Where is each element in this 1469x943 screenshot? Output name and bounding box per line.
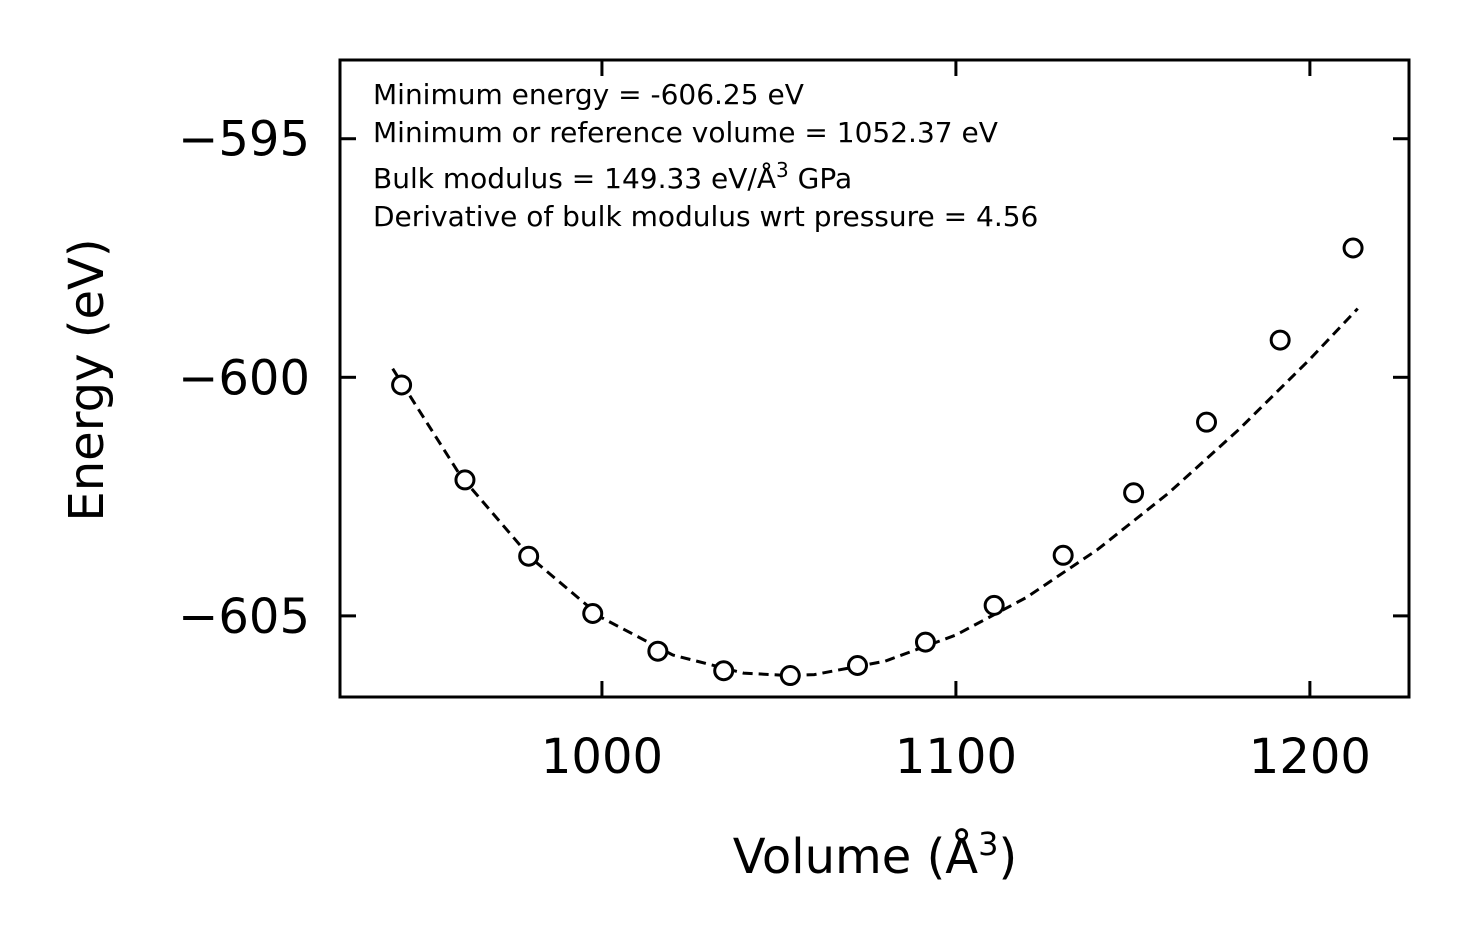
data-point: [582, 602, 604, 624]
annotation-min-energy: Minimum energy = -606.25 eV: [373, 78, 804, 111]
x-axis-label: Volume (Å3): [733, 825, 1017, 885]
data-point: [1123, 482, 1145, 504]
data-point: [1269, 329, 1291, 351]
data-point: [647, 640, 669, 662]
data-point: [1342, 237, 1364, 259]
data-point: [1052, 544, 1074, 566]
data-point: [847, 655, 869, 677]
data-point: [914, 631, 936, 653]
data-point: [713, 660, 735, 682]
data-point: [779, 665, 801, 687]
data-point: [518, 545, 540, 567]
annotation-bulk-modulus: Bulk modulus = 149.33 eV/Å3 GPa: [373, 158, 852, 195]
data-points: [391, 237, 1364, 687]
annotation-min-volume: Minimum or reference volume = 1052.37 eV: [373, 116, 998, 149]
y-tick-label: −595: [178, 112, 310, 168]
y-axis-label: Energy (eV): [59, 238, 115, 521]
x-tick-label: 1200: [1249, 729, 1371, 785]
y-tick-label: −600: [178, 350, 310, 406]
y-tick-label: −605: [178, 589, 310, 645]
data-point: [1196, 411, 1218, 433]
x-tick-label: 1000: [541, 729, 663, 785]
tick-labels: 1000 1100 1200 −595 −600 −605: [178, 112, 1371, 785]
data-point: [454, 469, 476, 491]
annotation-bulk-derivative: Derivative of bulk modulus wrt pressure …: [373, 200, 1038, 233]
data-point: [983, 594, 1005, 616]
data-point: [391, 374, 413, 396]
fit-curve: [391, 307, 1359, 678]
x-tick-label: 1100: [895, 729, 1017, 785]
axis-ticks: [340, 60, 1409, 697]
